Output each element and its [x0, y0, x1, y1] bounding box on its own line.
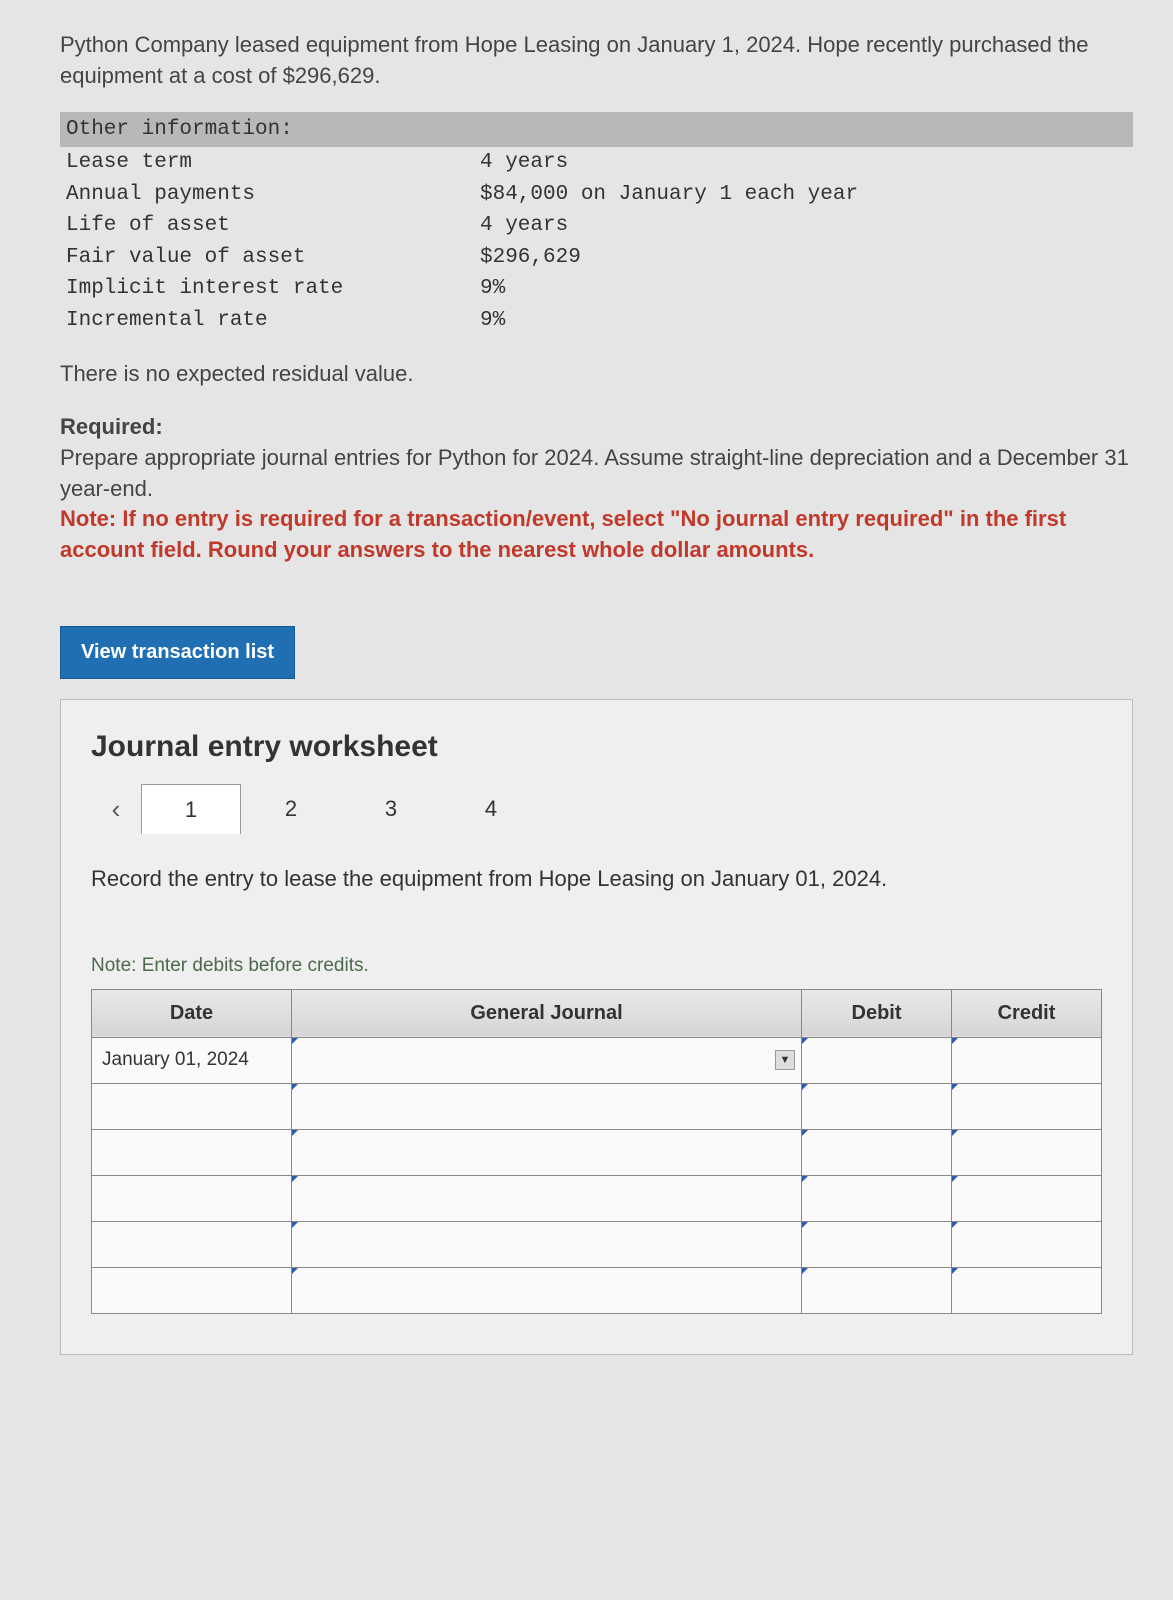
other-information-block: Other information: Lease term4 yearsAnnu… — [60, 112, 1133, 337]
date-cell[interactable] — [92, 1221, 292, 1267]
no-residual-text: There is no expected residual value. — [60, 361, 1133, 387]
required-label: Required: — [60, 414, 163, 439]
info-label: Life of asset — [60, 210, 480, 242]
page-container: Python Company leased equipment from Hop… — [0, 0, 1173, 1600]
required-block: Required: Prepare appropriate journal en… — [60, 412, 1133, 566]
info-label: Lease term — [60, 147, 480, 179]
info-label: Incremental rate — [60, 305, 480, 337]
journal-worksheet-panel: Journal entry worksheet ‹ 1234 Record th… — [60, 699, 1133, 1355]
date-cell[interactable]: January 01, 2024 — [92, 1037, 292, 1083]
info-value: 4 years — [480, 210, 1133, 242]
date-cell[interactable] — [92, 1175, 292, 1221]
journal-row — [92, 1221, 1102, 1267]
info-row: Annual payments$84,000 on January 1 each… — [60, 179, 1133, 211]
general-journal-cell[interactable] — [292, 1221, 802, 1267]
info-label: Annual payments — [60, 179, 480, 211]
info-label: Fair value of asset — [60, 242, 480, 274]
worksheet-tab-4[interactable]: 4 — [441, 784, 541, 834]
worksheet-tab-2[interactable]: 2 — [241, 784, 341, 834]
note-debits-before-credits: Note: Enter debits before credits. — [91, 955, 1102, 977]
info-value: 9% — [480, 305, 1133, 337]
info-value: 9% — [480, 273, 1133, 305]
prev-tab-arrow[interactable]: ‹ — [91, 784, 141, 834]
info-row: Life of asset4 years — [60, 210, 1133, 242]
debit-cell[interactable] — [802, 1267, 952, 1313]
credit-cell[interactable] — [952, 1037, 1102, 1083]
credit-cell[interactable] — [952, 1175, 1102, 1221]
info-label: Implicit interest rate — [60, 273, 480, 305]
col-header-debit: Debit — [802, 989, 952, 1037]
general-journal-cell[interactable] — [292, 1129, 802, 1175]
credit-cell[interactable] — [952, 1267, 1102, 1313]
journal-row — [92, 1175, 1102, 1221]
info-value: $296,629 — [480, 242, 1133, 274]
info-row: Fair value of asset$296,629 — [60, 242, 1133, 274]
tab-row: ‹ 1234 — [91, 784, 1102, 834]
credit-cell[interactable] — [952, 1221, 1102, 1267]
general-journal-cell[interactable] — [292, 1175, 802, 1221]
col-header-general-journal: General Journal — [292, 989, 802, 1037]
worksheet-tab-3[interactable]: 3 — [341, 784, 441, 834]
worksheet-tab-1[interactable]: 1 — [141, 784, 241, 834]
debit-cell[interactable] — [802, 1129, 952, 1175]
debit-cell[interactable] — [802, 1037, 952, 1083]
debit-cell[interactable] — [802, 1175, 952, 1221]
account-dropdown-icon[interactable]: ▼ — [775, 1050, 795, 1070]
col-header-date: Date — [92, 989, 292, 1037]
col-header-credit: Credit — [952, 989, 1102, 1037]
entry-instruction: Record the entry to lease the equipment … — [91, 864, 1102, 895]
general-journal-cell[interactable] — [292, 1083, 802, 1129]
general-journal-cell[interactable] — [292, 1267, 802, 1313]
journal-row — [92, 1129, 1102, 1175]
credit-cell[interactable] — [952, 1083, 1102, 1129]
required-note: Note: If no entry is required for a tran… — [60, 506, 1066, 562]
info-row: Incremental rate9% — [60, 305, 1133, 337]
general-journal-cell[interactable]: ▼ — [292, 1037, 802, 1083]
journal-table: Date General Journal Debit Credit Januar… — [91, 989, 1102, 1314]
info-row: Lease term4 years — [60, 147, 1133, 179]
info-value: 4 years — [480, 147, 1133, 179]
debit-cell[interactable] — [802, 1221, 952, 1267]
view-transaction-list-button[interactable]: View transaction list — [60, 626, 295, 679]
debit-cell[interactable] — [802, 1083, 952, 1129]
info-value: $84,000 on January 1 each year — [480, 179, 1133, 211]
problem-intro: Python Company leased equipment from Hop… — [60, 30, 1133, 92]
worksheet-title: Journal entry worksheet — [91, 730, 1102, 764]
journal-row — [92, 1083, 1102, 1129]
date-cell[interactable] — [92, 1083, 292, 1129]
date-cell[interactable] — [92, 1267, 292, 1313]
info-header: Other information: — [60, 112, 1133, 148]
info-row: Implicit interest rate9% — [60, 273, 1133, 305]
credit-cell[interactable] — [952, 1129, 1102, 1175]
journal-row: January 01, 2024 ▼ — [92, 1037, 1102, 1083]
journal-row — [92, 1267, 1102, 1313]
date-cell[interactable] — [92, 1129, 292, 1175]
required-text: Prepare appropriate journal entries for … — [60, 445, 1129, 501]
